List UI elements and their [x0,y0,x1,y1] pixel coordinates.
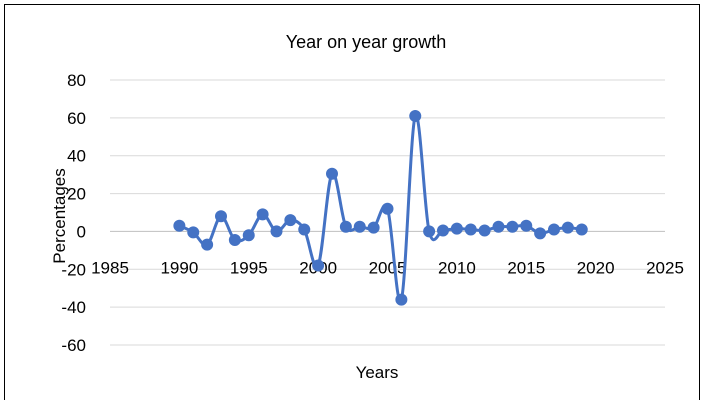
y-tick-labels: 80 60 40 20 0 -20 -40 -60 [61,71,86,355]
data-point [326,167,338,180]
data-point [367,221,380,234]
y-tick-label: 80 [67,71,86,90]
data-point [312,259,325,272]
x-tick-label: 1995 [230,258,268,277]
x-tick-label: 2010 [438,258,476,277]
x-tick-label: 1985 [91,258,129,277]
chart-title: Year on year growth [286,32,446,52]
x-axis-title: Years [356,363,399,382]
data-point [548,223,560,236]
data-point [409,109,422,122]
x-tick-label: 2020 [577,258,615,277]
data-point [228,233,241,246]
data-point [478,224,491,237]
data-point [561,221,574,234]
y-axis-title: Percentages [50,168,69,263]
y-tick-label: 60 [67,109,86,128]
gridlines [110,79,665,346]
data-point [298,223,311,236]
data-point [270,225,283,238]
data-point [381,202,394,215]
data-point [450,222,463,235]
x-tick-label: 1990 [160,258,198,277]
y-tick-label: 0 [77,222,86,241]
data-point [353,220,366,233]
data-point [492,220,505,233]
y-tick-label: -40 [61,298,86,317]
x-tick-label: 2025 [646,258,684,277]
data-point [284,214,297,227]
y-tick-label: 20 [67,185,86,204]
x-tick-label: 2005 [369,258,407,277]
y-tick-label: -60 [61,336,86,355]
chart-frame: Year on year growth 80 60 40 20 0 -20 -40 -60 1… [4,4,700,400]
data-point [506,220,519,233]
data-point [256,208,269,221]
y-tick-label: 40 [67,147,86,166]
data-point [423,225,436,238]
y-tick-label: -20 [61,260,86,279]
data-point [534,227,547,240]
data-point [395,293,408,306]
x-tick-label: 2015 [507,258,545,277]
data-point [520,219,533,232]
data-point [437,224,449,237]
data-point [201,238,214,251]
series-line-and-markers [173,109,588,306]
data-point [339,220,352,233]
data-point [187,226,200,239]
data-point [575,223,588,236]
chart: Year on year growth 80 60 40 20 0 -20 -40 -60 1… [50,32,684,382]
data-point [215,210,227,223]
x-tick-labels: 198519901995200020052010201520202025 [91,258,684,277]
data-point [464,223,477,236]
data-point [173,219,186,232]
data-point [242,229,255,242]
